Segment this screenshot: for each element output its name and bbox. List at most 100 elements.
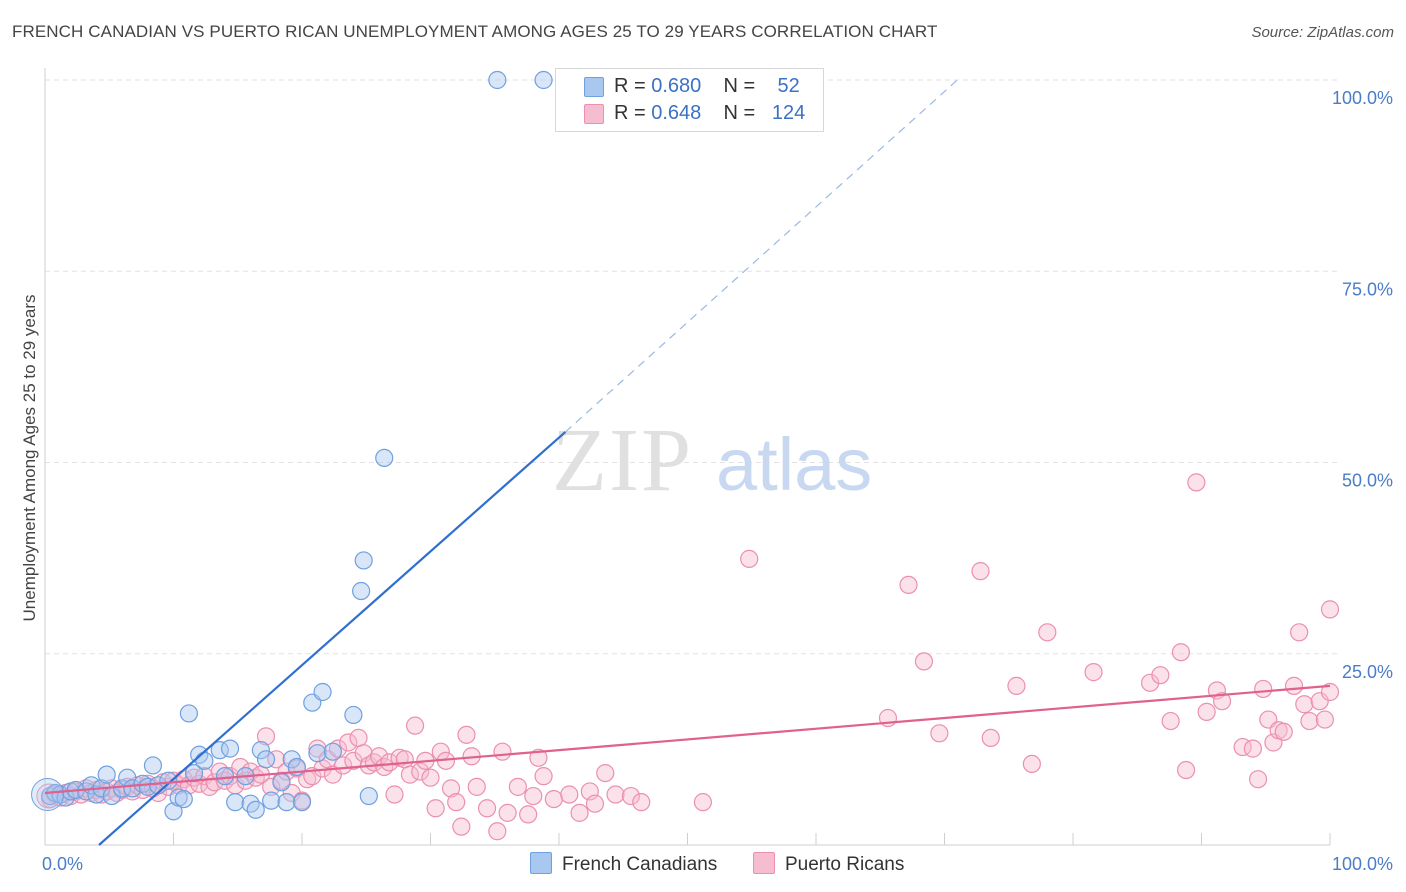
data-point [1320,600,1340,619]
data-point [467,777,486,796]
bottom-legend-label: French Canadians [562,854,718,875]
data-point [447,793,466,812]
data-point [544,789,563,809]
data-point [1140,673,1160,692]
data-point [112,779,132,798]
data-point [400,765,420,784]
data-point [1171,643,1191,662]
data-point [1022,754,1041,774]
data-point [534,767,553,786]
watermark-zip: ZIP [552,411,693,510]
legend-r-value: 0.648 [651,102,702,124]
bottom-legend-swatch-blue [530,852,552,874]
watermark-atlas: atlas [716,423,872,506]
data-point [606,785,625,804]
data-point [267,750,286,769]
data-point [693,793,713,812]
data-point [164,802,183,821]
y-axis-label: Unemployment Among Ages 25 to 29 years [20,295,39,622]
data-point [292,793,312,812]
data-point [560,785,579,804]
y-tick-label: 100.0% [1332,88,1393,108]
data-point [354,551,373,570]
data-point [246,800,265,819]
data-point [143,756,163,775]
source-label: Source: ZipAtlas.com [1251,24,1394,41]
data-point [352,581,371,601]
y-tick-label: 75.0% [1342,279,1393,299]
data-point [621,786,641,806]
trend-line-french-canadians-extension [565,79,958,433]
data-point [308,744,327,763]
data-point [375,448,394,468]
watermark: ZIP atlas [552,411,872,510]
legend-swatch-blue [584,77,604,97]
data-point [349,728,368,748]
data-point [380,753,399,772]
x-tick-label: 0.0% [42,854,83,874]
data-point [1084,663,1103,682]
y-tick-label: 50.0% [1342,471,1393,491]
legend-n-value: 52 [777,75,800,97]
data-point [1290,623,1309,642]
data-point [1274,722,1293,741]
data-point [1248,770,1268,789]
data-point [1284,676,1304,695]
chart-title: FRENCH CANADIAN VS PUERTO RICAN UNEMPLOY… [12,22,938,41]
data-point [195,751,214,770]
data-point [323,742,342,761]
data-point [405,716,425,735]
data-point [1176,760,1196,780]
data-point [426,799,445,818]
data-point [1151,666,1170,685]
data-point [313,682,332,702]
data-point [1212,692,1232,711]
data-point [256,750,276,769]
data-point [220,739,240,758]
data-point [334,756,353,775]
data-point [231,757,250,777]
data-point [251,741,270,760]
data-point [493,742,512,761]
data-point [452,817,471,836]
data-point [1197,702,1216,721]
legend-n-label: N = [723,75,756,97]
data-point [262,777,281,796]
data-point [339,733,358,752]
data-point [1007,676,1026,695]
data-point [508,777,527,796]
stats-legend: R = 0.680 N = 52 R = 0.648 N = 124 [555,68,824,132]
data-point [971,562,990,581]
data-point [1243,739,1263,758]
data-point [262,791,281,810]
data-point [585,794,605,813]
legend-swatch-pink [584,104,604,124]
data-point [488,822,507,841]
data-point [411,762,430,781]
data-point [596,763,615,783]
data-point [1295,695,1314,714]
data-point [457,725,476,744]
data-point [385,785,404,804]
french-canadians-points [31,70,553,821]
grid-lines [45,79,1340,655]
trend-line-french-canadians [98,431,567,846]
data-point [215,767,234,786]
data-point [1310,692,1329,711]
data-point [421,768,440,787]
data-point [524,786,543,806]
bottom-legend-puerto-ricans: Puerto Ricans [753,852,904,876]
data-point [981,728,1000,748]
legend-n-label: N = [723,102,756,124]
data-point [1038,623,1057,642]
legend-r-label: R = [614,102,646,124]
data-point [498,803,517,822]
data-point [441,779,461,798]
data-point [477,799,497,818]
data-point [272,773,291,792]
data-point [1254,679,1273,699]
trend-line-puerto-ricans [44,684,1331,795]
y-tick-label: 25.0% [1342,662,1393,682]
bottom-legend-swatch-pink [753,852,775,874]
